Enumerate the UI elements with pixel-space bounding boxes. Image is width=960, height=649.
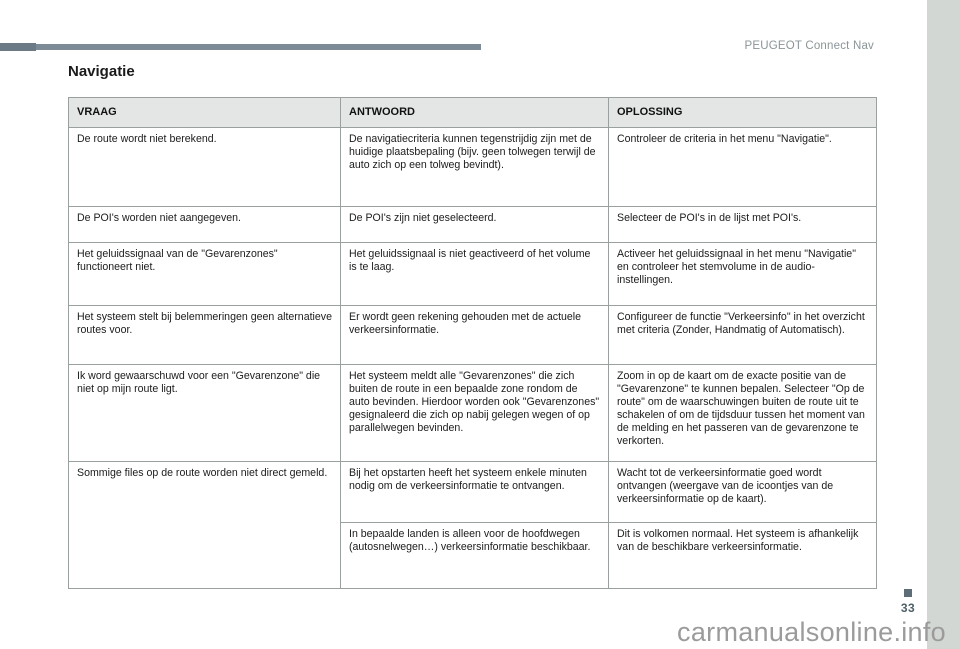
cell-oplossing: Dit is volkomen normaal. Het systeem is … [608, 522, 877, 589]
table-row: Het systeem stelt bij belemmeringen geen… [68, 305, 877, 365]
table-header-row: VRAAG ANTWOORD OPLOSSING [68, 97, 877, 128]
page-number: 33 [900, 601, 916, 615]
page-marker-icon [904, 589, 912, 597]
cell-vraag: De route wordt niet berekend. [68, 127, 341, 207]
cell-oplossing: Controleer de criteria in het menu "Navi… [608, 127, 877, 207]
cell-antwoord: In bepaalde landen is alleen voor de hoo… [340, 522, 609, 589]
header-rule-cap [0, 43, 36, 51]
cell-oplossing: Zoom in op de kaart om de exacte positie… [608, 364, 877, 462]
cell-vraag: Het systeem stelt bij belemmeringen geen… [68, 305, 341, 365]
cell-antwoord: De POI's zijn niet geselecteerd. [340, 206, 609, 243]
cell-antwoord: Bij het opstarten heeft het systeem enke… [340, 461, 609, 523]
cell-oplossing: Wacht tot de verkeersinformatie goed wor… [608, 461, 877, 523]
table-row: Het geluidssignaal van de "Gevarenzones"… [68, 242, 877, 306]
cell-vraag: De POI's worden niet aangegeven. [68, 206, 341, 243]
column-header-oplossing: OPLOSSING [608, 97, 877, 128]
brand-title: PEUGEOT Connect Nav [744, 40, 874, 52]
section-heading: Navigatie [68, 63, 135, 80]
cell-antwoord: Het geluidssignaal is niet geactiveerd o… [340, 242, 609, 306]
watermark: carmanualsonline.info [677, 617, 946, 647]
table-row: De route wordt niet berekend. De navigat… [68, 127, 877, 207]
page-footer-marker: 33 [894, 589, 922, 615]
cell-vraag: Ik word gewaarschuwd voor een "Gevarenzo… [68, 364, 341, 462]
table-row: Ik word gewaarschuwd voor een "Gevarenzo… [68, 364, 877, 462]
header-rule [0, 43, 481, 51]
table-row: Sommige files op de route worden niet di… [68, 461, 877, 589]
cell-antwoord: Het systeem meldt alle "Gevarenzones" di… [340, 364, 609, 462]
cell-vraag: Sommige files op de route worden niet di… [68, 461, 341, 589]
troubleshooting-table: VRAAG ANTWOORD OPLOSSING De route wordt … [68, 97, 877, 589]
cell-oplossing: Selecteer de POI's in de lijst met POI's… [608, 206, 877, 243]
cell-vraag: Het geluidssignaal van de "Gevarenzones"… [68, 242, 341, 306]
column-header-antwoord: ANTWOORD [340, 97, 609, 128]
right-edge-strip [927, 0, 960, 649]
table-row: De POI's worden niet aangegeven. De POI'… [68, 206, 877, 243]
table-row: In bepaalde landen is alleen voor de hoo… [69, 522, 877, 589]
cell-antwoord: Er wordt geen rekening gehouden met de a… [340, 305, 609, 365]
cell-oplossing: Activeer het geluidssignaal in het menu … [608, 242, 877, 306]
cell-oplossing: Configureer de functie "Verkeersinfo" in… [608, 305, 877, 365]
cell-antwoord: De navigatiecriteria kunnen tegenstrijdi… [340, 127, 609, 207]
column-header-vraag: VRAAG [68, 97, 341, 128]
